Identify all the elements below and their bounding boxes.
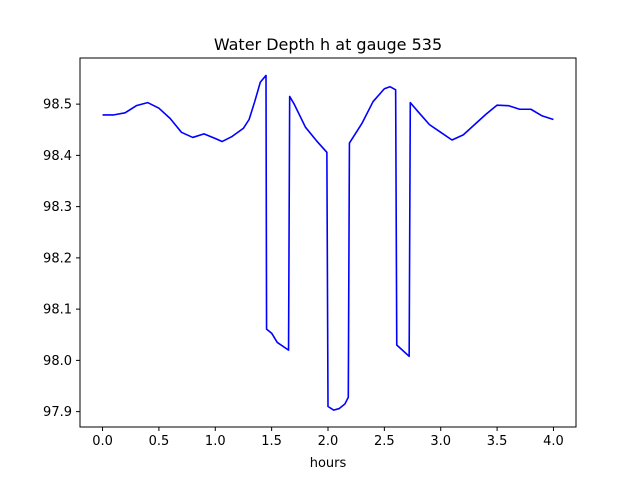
- y-tick-label: 97.9: [43, 405, 72, 420]
- x-tick-label: 1.0: [205, 434, 226, 449]
- y-tick-label: 98.3: [43, 200, 72, 215]
- x-tick-label: 3.0: [430, 434, 451, 449]
- x-tick-label: 4.0: [543, 434, 564, 449]
- y-tick-label: 98.2: [43, 251, 72, 266]
- x-tick-label: 0.5: [149, 434, 170, 449]
- ticks-layer: 0.0 0.5 1.0 1.5 2.0 2.5 3.0 3.5 4.0 97.9 98.0 98.1 9…: [43, 98, 564, 449]
- x-tick-label: 0.0: [92, 434, 113, 449]
- x-tick-label: 3.5: [487, 434, 508, 449]
- x-axis-label: hours: [310, 456, 347, 471]
- x-tick-label: 2.5: [374, 434, 395, 449]
- y-tick-label: 98.1: [43, 303, 72, 318]
- y-tick-label: 98.5: [43, 98, 72, 113]
- axes-frame: [79, 57, 577, 428]
- y-tick-label: 98.0: [43, 354, 72, 369]
- y-tick-label: 98.4: [43, 149, 72, 164]
- x-tick-label: 1.5: [261, 434, 282, 449]
- chart-title: Water Depth h at gauge 535: [214, 35, 442, 54]
- x-tick-label: 2.0: [318, 434, 339, 449]
- series-line: [102, 74, 554, 411]
- plot-layer: [102, 74, 554, 411]
